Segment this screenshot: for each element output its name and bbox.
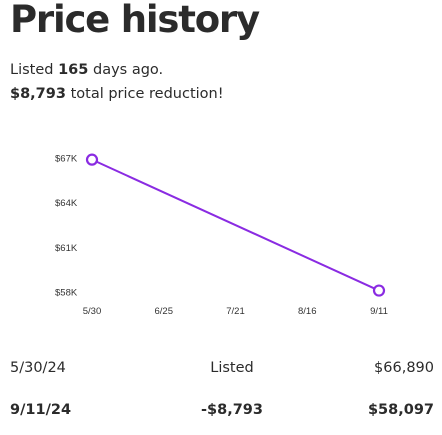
- history-price: $58,097: [367, 402, 434, 418]
- y-tick-label: $61K: [55, 243, 78, 254]
- price-series-line: [91, 158, 380, 292]
- history-event: Listed: [210, 360, 254, 376]
- page-title: Price history: [10, 0, 260, 41]
- price-point: [85, 153, 99, 166]
- x-tick-label: 9/11: [370, 306, 388, 317]
- y-tick-label: $67K: [55, 154, 78, 165]
- listed-days-count: 165: [58, 62, 89, 78]
- history-event: -$8,793: [201, 402, 263, 418]
- history-date: 9/11/24: [10, 402, 72, 418]
- price-reduction-amount: $8,793: [10, 86, 66, 102]
- history-date: 5/30/24: [10, 360, 66, 376]
- price-point: [372, 284, 386, 297]
- y-tick-label: $58K: [55, 288, 78, 299]
- x-tick-label: 7/21: [226, 306, 245, 317]
- x-tick-label: 5/30: [83, 306, 102, 317]
- y-tick-label: $64K: [55, 198, 78, 209]
- history-price: $66,890: [374, 360, 434, 376]
- listed-days-text: Listed 165 days ago.: [10, 62, 164, 78]
- price-reduction-text: $8,793 total price reduction!: [10, 86, 224, 102]
- x-tick-label: 6/25: [155, 306, 174, 317]
- x-tick-label: 8/16: [298, 306, 317, 317]
